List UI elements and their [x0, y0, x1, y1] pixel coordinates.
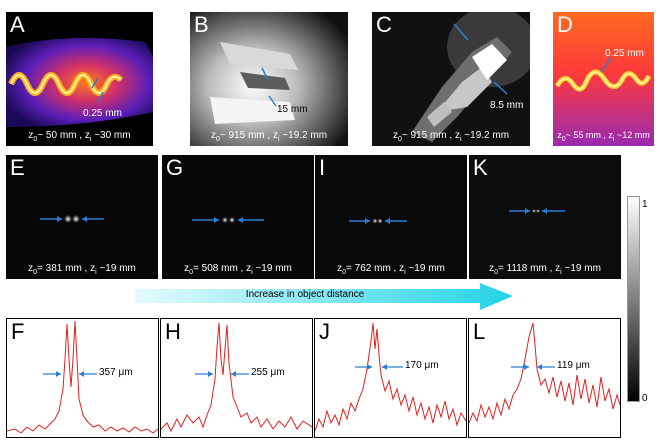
caption-g: z0= 508 mm , zi ~19 mm: [184, 263, 292, 276]
colorbar-max-label: 1: [642, 199, 648, 210]
panel-label-c: C: [376, 12, 392, 37]
width-label-l: 119 μm: [557, 360, 590, 371]
object-distance-arrow: Increase in object distance: [135, 283, 515, 310]
panel-label-b: B: [194, 12, 209, 37]
colorbar-min-label: 0: [642, 393, 648, 404]
width-label-h: 255 μm: [251, 367, 285, 378]
profile-h: [160, 322, 313, 433]
profile-l: [468, 322, 621, 424]
band-text: Increase in object distance: [245, 289, 365, 300]
panel-label-l: L: [473, 319, 486, 344]
caption-e: z0= 381 mm , zi ~19 mm: [28, 263, 136, 276]
panel-b: B 15 mm z0~ 915 mm , zi ~19.2 mm: [190, 12, 348, 146]
caption-b: z0~ 915 mm , zi ~19.2 mm: [210, 130, 328, 143]
panel-i: I z0= 762 mm , zi ~19 mm: [315, 155, 467, 279]
caption-i: z0= 762 mm , zi ~19 mm: [337, 263, 445, 276]
panel-e-image: [6, 155, 158, 279]
width-label-f: 357 μm: [99, 367, 133, 378]
panel-label-a: A: [10, 12, 25, 37]
caption-k: z0= 1118 mm , zi ~19 mm: [489, 263, 601, 276]
annotation-b: 15 mm: [277, 104, 308, 115]
annotation-a: 0.25 mm: [83, 108, 122, 119]
band-arrow-shape: [135, 283, 513, 310]
panel-e: E z0= 381 mm , zi ~19 mm: [6, 155, 158, 279]
panel-label-j: J: [319, 319, 330, 344]
caption-d: z0~ 55 mm , zi ~12 mm: [557, 130, 650, 143]
panel-c: C 8.5 mm z0~ 915 mm , zi ~19.2 mm: [372, 12, 530, 146]
panel-d: D 0.25 mm z0~ 55 mm , zi ~12 mm: [553, 12, 654, 146]
width-label-j: 170 μm: [405, 360, 439, 371]
panel-g: G z0= 508 mm , zi ~19 mm: [162, 155, 314, 279]
caption-a: z0~ 50 mm , zi ~30 mm: [28, 130, 131, 143]
profile-f: [6, 320, 159, 434]
panel-label-i: I: [319, 155, 326, 180]
panel-h: H 255 μm: [160, 318, 313, 438]
annotation-d: 0.25 mm: [605, 48, 644, 59]
panel-i-image: [315, 155, 467, 279]
panel-k-image: [469, 155, 621, 279]
panel-label-k: K: [473, 155, 488, 180]
panel-k: K z0= 1118 mm , zi ~19 mm: [469, 155, 621, 279]
panel-l: L 119 μm: [468, 318, 621, 438]
panel-b-image: [190, 12, 348, 146]
profile-j: [314, 322, 467, 432]
panel-c-image: [372, 12, 530, 146]
panel-a: A 0.25 mm z0~ 50 mm , zi ~30 mm: [6, 12, 153, 146]
panel-d-image: [553, 12, 654, 146]
panel-label-f: F: [11, 319, 25, 344]
panel-label-h: H: [165, 319, 181, 344]
panel-f: F 357 μm: [6, 318, 159, 438]
colorbar: [627, 196, 640, 402]
panel-label-e: E: [10, 155, 25, 180]
panel-g-image: [162, 155, 314, 279]
panel-j: J 170 μm: [314, 318, 467, 438]
panel-label-g: G: [166, 155, 184, 180]
panel-label-d: D: [557, 12, 573, 37]
panel-a-image: [6, 12, 153, 146]
caption-c: z0~ 915 mm , zi ~19.2 mm: [392, 130, 510, 143]
annotation-c: 8.5 mm: [490, 100, 524, 111]
